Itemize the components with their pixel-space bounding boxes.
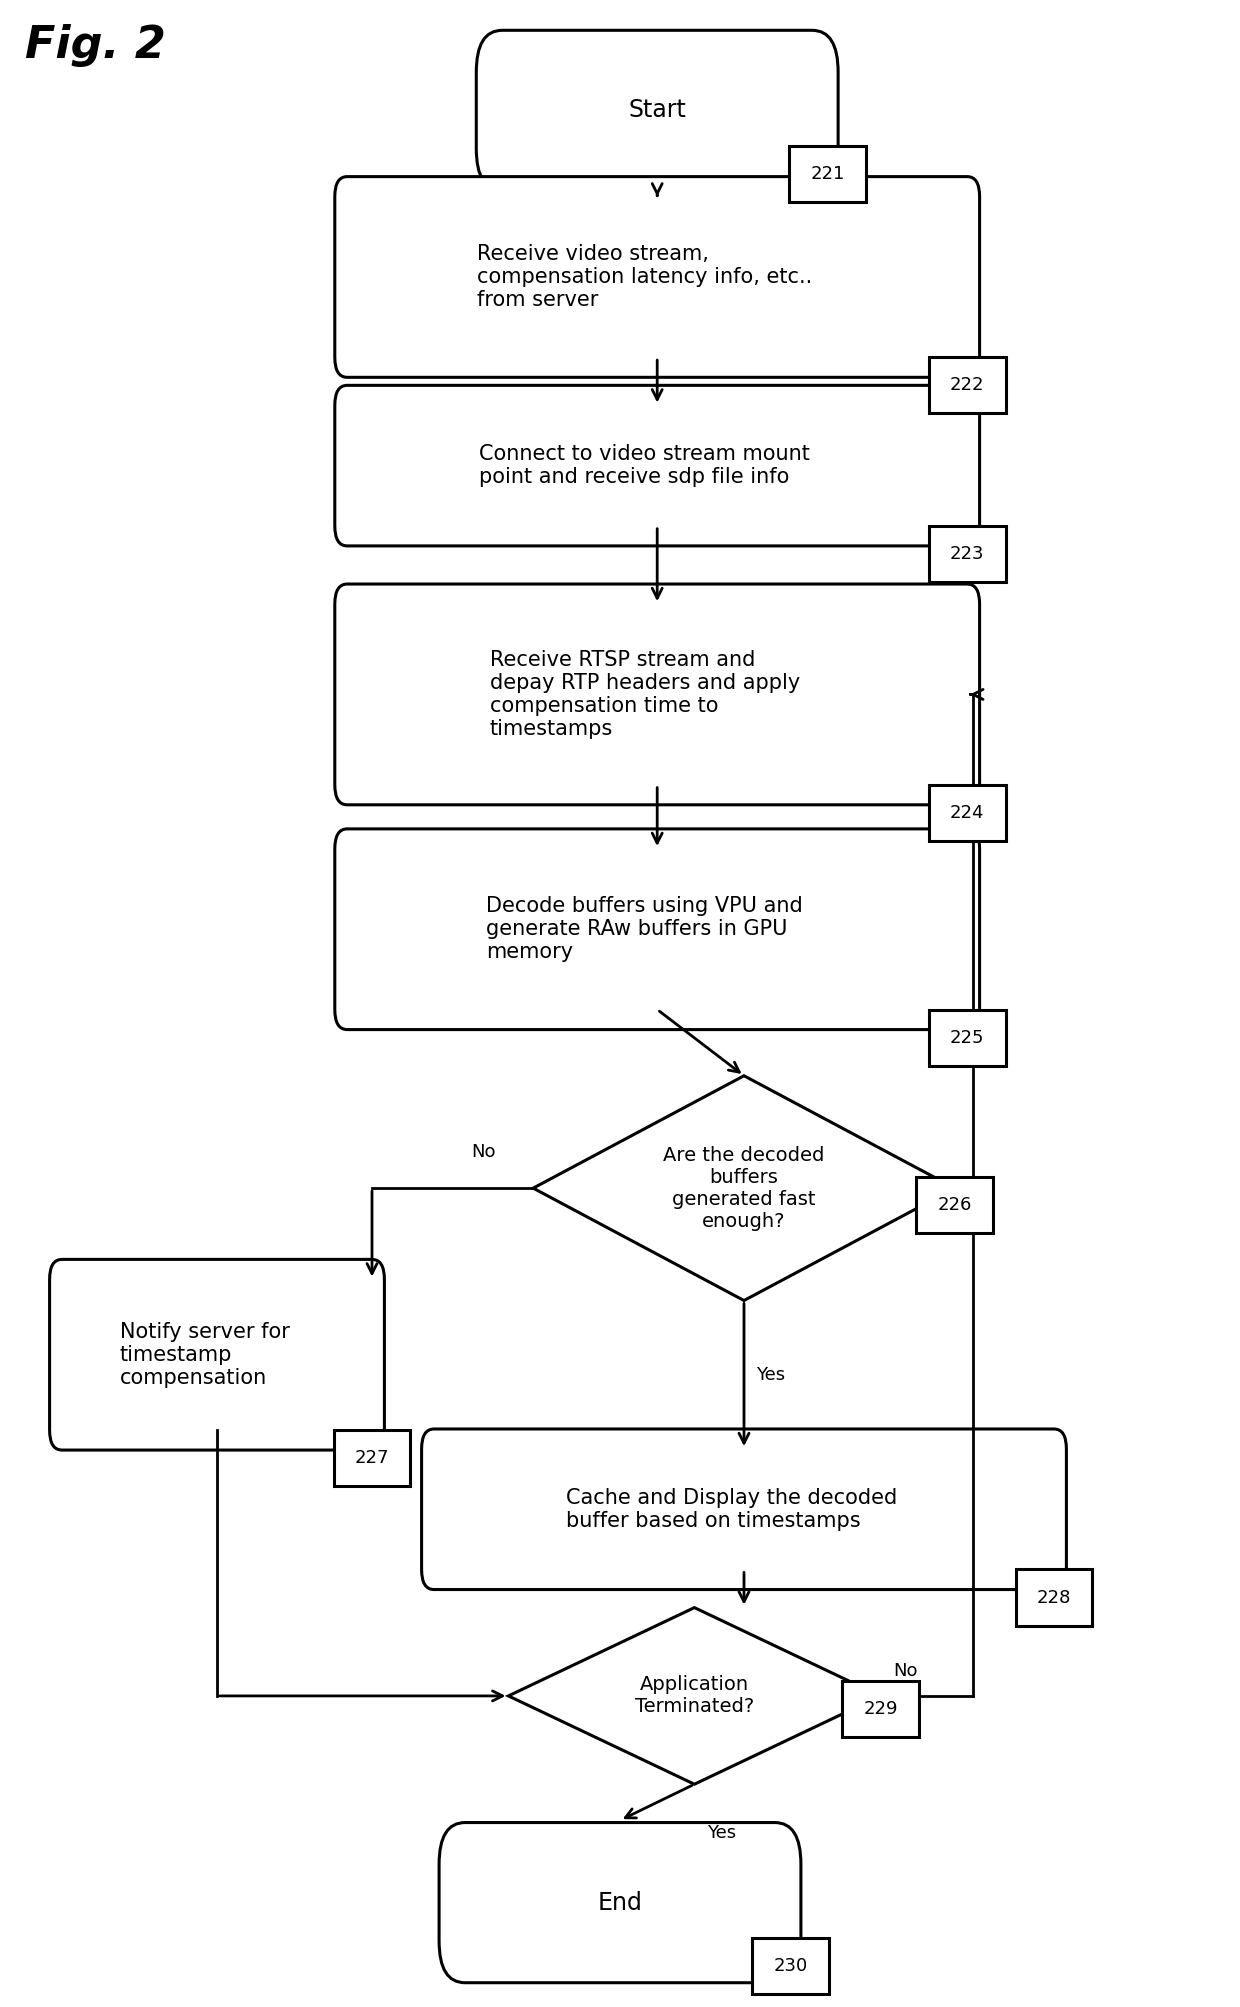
FancyBboxPatch shape	[842, 1682, 919, 1738]
Text: 224: 224	[950, 805, 985, 821]
FancyBboxPatch shape	[335, 177, 980, 377]
Text: 230: 230	[774, 1957, 807, 1975]
Text: No: No	[471, 1144, 496, 1160]
FancyBboxPatch shape	[790, 147, 867, 203]
FancyBboxPatch shape	[334, 1429, 410, 1485]
Text: Cache and Display the decoded
buffer based on timestamps: Cache and Display the decoded buffer bas…	[565, 1487, 898, 1531]
Text: Receive RTSP stream and
depay RTP headers and apply
compensation time to
timesta: Receive RTSP stream and depay RTP header…	[490, 650, 800, 739]
FancyBboxPatch shape	[476, 30, 838, 191]
Text: Application
Terminated?: Application Terminated?	[635, 1676, 754, 1716]
FancyBboxPatch shape	[1016, 1569, 1092, 1626]
FancyBboxPatch shape	[422, 1429, 1066, 1590]
FancyBboxPatch shape	[929, 526, 1006, 582]
Polygon shape	[533, 1076, 955, 1301]
Text: Fig. 2: Fig. 2	[25, 24, 166, 66]
Text: End: End	[598, 1891, 642, 1915]
FancyBboxPatch shape	[929, 785, 1006, 841]
Text: Yes: Yes	[707, 1824, 735, 1842]
Polygon shape	[508, 1608, 880, 1784]
Text: 221: 221	[811, 165, 844, 183]
FancyBboxPatch shape	[335, 829, 980, 1030]
Text: 223: 223	[950, 546, 985, 562]
Text: Receive video stream,
compensation latency info, etc..
from server: Receive video stream, compensation laten…	[477, 243, 812, 311]
Text: Notify server for
timestamp
compensation: Notify server for timestamp compensation	[120, 1321, 289, 1389]
FancyBboxPatch shape	[439, 1822, 801, 1983]
FancyBboxPatch shape	[335, 584, 980, 805]
Text: 225: 225	[950, 1030, 985, 1046]
FancyBboxPatch shape	[916, 1176, 993, 1232]
Text: 227: 227	[355, 1449, 389, 1467]
Text: Yes: Yes	[756, 1367, 785, 1383]
FancyBboxPatch shape	[753, 1939, 830, 1995]
FancyBboxPatch shape	[50, 1260, 384, 1449]
Text: No: No	[893, 1662, 918, 1680]
Text: Are the decoded
buffers
generated fast
enough?: Are the decoded buffers generated fast e…	[663, 1146, 825, 1230]
Text: 222: 222	[950, 377, 985, 393]
Text: 226: 226	[937, 1196, 972, 1214]
FancyBboxPatch shape	[929, 357, 1006, 413]
Text: 229: 229	[863, 1700, 898, 1718]
FancyBboxPatch shape	[929, 1010, 1006, 1066]
Text: 228: 228	[1037, 1590, 1071, 1606]
Text: Decode buffers using VPU and
generate RAw buffers in GPU
memory: Decode buffers using VPU and generate RA…	[486, 895, 804, 963]
Text: Connect to video stream mount
point and receive sdp file info: Connect to video stream mount point and …	[480, 444, 810, 488]
FancyBboxPatch shape	[335, 385, 980, 546]
Text: Start: Start	[629, 98, 686, 122]
